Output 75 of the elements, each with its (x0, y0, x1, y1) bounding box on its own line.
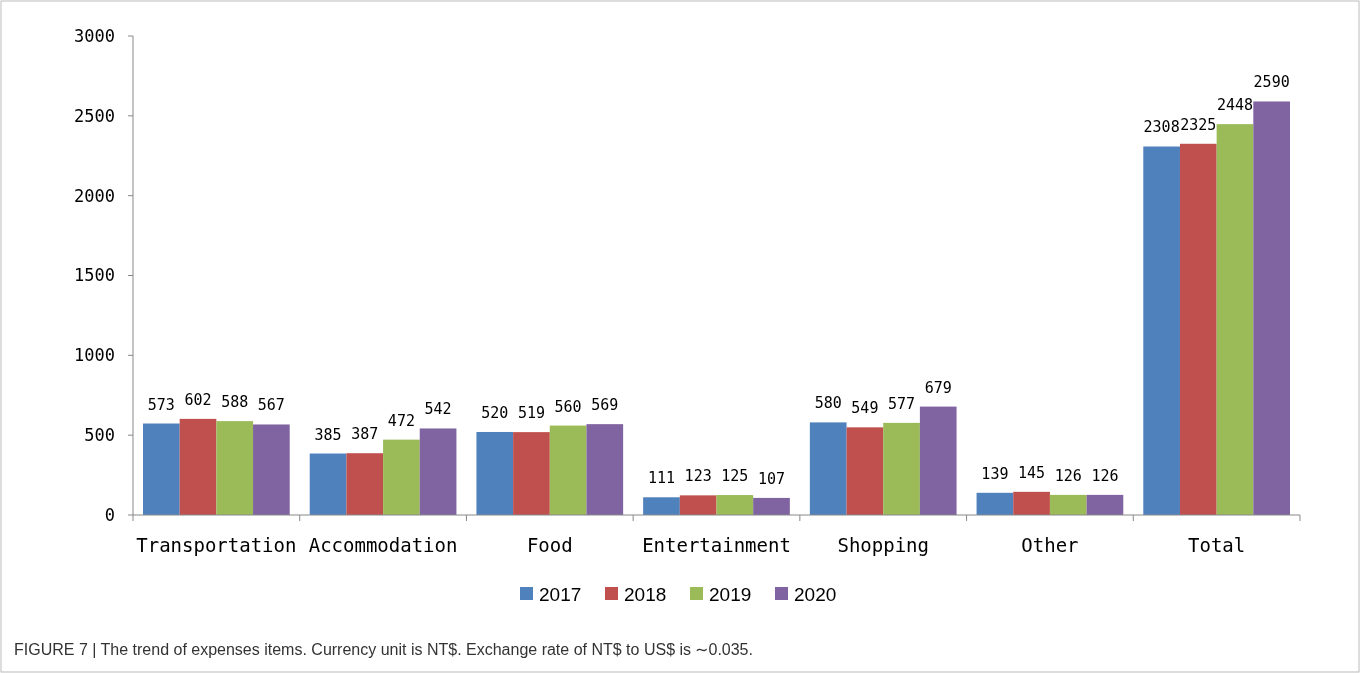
data-label: 111 (647, 469, 676, 488)
data-label: 567 (257, 396, 285, 415)
x-tick-label: Food (526, 534, 573, 556)
bar (1049, 494, 1087, 515)
bar (679, 495, 717, 515)
x-tick-label: Total (1188, 534, 1246, 556)
caption: FIGURE 7 | The trend of expenses items. Currency unit is NT$. Exchange rate of NT$ to US$ is ∼0.035. (14, 641, 753, 658)
data-label: 580 (814, 394, 842, 413)
y-tick-label: 1500 (74, 265, 115, 286)
data-label: 2448 (1216, 96, 1254, 115)
bar (809, 422, 847, 515)
y-tick-label: 3000 (74, 25, 115, 46)
data-label: 139 (981, 464, 1009, 483)
legend-label: 2018 (624, 583, 667, 605)
bar (846, 427, 884, 515)
bar (716, 495, 754, 515)
bar (1143, 146, 1180, 515)
bar (1013, 491, 1050, 515)
data-label: 107 (757, 469, 786, 488)
bar (346, 453, 384, 515)
bar (513, 432, 550, 515)
bar (216, 421, 254, 515)
bar (976, 492, 1014, 515)
bar (753, 497, 790, 515)
data-label: 125 (721, 467, 749, 486)
y-tick-label: 2000 (74, 185, 115, 206)
y-tick-label: 1000 (74, 345, 115, 366)
data-label: 679 (924, 378, 952, 397)
data-label: 577 (888, 394, 916, 413)
data-label: 385 (314, 425, 342, 444)
data-label: 145 (1018, 463, 1046, 482)
data-label: 126 (1091, 466, 1119, 485)
data-label: 542 (424, 400, 452, 419)
bar (1253, 101, 1290, 515)
data-label: 2308 (1143, 118, 1180, 137)
data-label: 126 (1054, 466, 1082, 485)
data-label: 573 (147, 395, 175, 414)
bar (253, 424, 290, 515)
legend-label: 2017 (539, 583, 582, 605)
data-label: 519 (517, 404, 545, 423)
data-label: 123 (684, 467, 712, 486)
bar (476, 431, 514, 515)
bar (1216, 124, 1254, 515)
data-label: 472 (387, 411, 415, 430)
data-label: 2325 (1180, 115, 1217, 134)
legend-label: 2020 (794, 583, 837, 605)
x-tick-label: Accommodation (308, 534, 458, 556)
data-label: 569 (591, 396, 619, 415)
bar (549, 425, 587, 515)
bar (179, 418, 217, 515)
bar (1086, 494, 1124, 515)
x-tick-label: Entertainment (642, 534, 791, 556)
data-label: 588 (221, 393, 249, 412)
bar (883, 422, 920, 515)
bar (586, 424, 624, 515)
data-label: 2590 (1253, 73, 1290, 92)
x-tick-label: Shopping (837, 534, 929, 556)
data-label: 520 (481, 403, 509, 422)
y-tick-label: 0 (104, 504, 115, 525)
data-label: 549 (851, 399, 879, 418)
legend-label: 2019 (709, 583, 752, 605)
data-label: 602 (184, 390, 212, 409)
y-tick-label: 2500 (74, 105, 115, 126)
bar (1179, 143, 1217, 515)
bar (383, 439, 420, 515)
bar (419, 428, 457, 515)
bar (643, 497, 680, 515)
bar (919, 406, 957, 515)
data-label: 387 (351, 425, 379, 444)
x-tick-label: Other (1021, 534, 1079, 556)
bar (309, 453, 347, 515)
bar (143, 423, 180, 515)
y-tick-label: 500 (84, 425, 115, 446)
x-tick-label: Transportation (136, 534, 297, 556)
data-label: 560 (554, 397, 582, 416)
